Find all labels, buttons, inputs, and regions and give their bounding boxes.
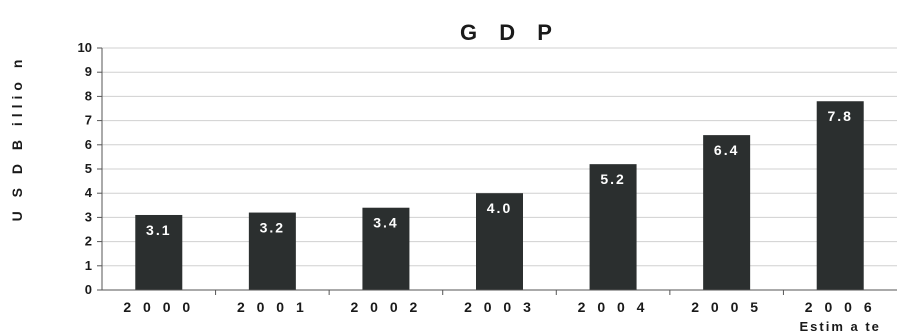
y-tick-label: 1 bbox=[85, 258, 92, 273]
y-tick-label: 3 bbox=[85, 209, 92, 224]
y-tick-label: 2 bbox=[85, 234, 92, 249]
x-tick-label: 2 0 0 2 bbox=[351, 299, 422, 315]
y-tick-label: 6 bbox=[85, 137, 92, 152]
bar bbox=[817, 101, 864, 290]
y-tick-label: 8 bbox=[85, 88, 92, 103]
y-tick-label: 0 bbox=[85, 282, 92, 297]
y-tick-label: 4 bbox=[85, 185, 93, 200]
data-label: 3.2 bbox=[260, 220, 285, 236]
bars bbox=[135, 101, 863, 290]
data-label: 4.0 bbox=[487, 200, 512, 216]
y-tick-label: 7 bbox=[85, 113, 92, 128]
bar bbox=[703, 135, 750, 290]
y-axis-label: U S D B illio n bbox=[9, 55, 25, 222]
data-label: 5.2 bbox=[600, 171, 625, 187]
y-tick-label: 10 bbox=[78, 40, 92, 55]
x-axis-ticks: 2 0 0 0 2 0 0 1 2 0 0 2 2 0 0 3 2 0 0 4 2 0 0… bbox=[123, 290, 881, 334]
data-label: 7.8 bbox=[827, 108, 852, 124]
x-tick-label: 2 0 0 4 bbox=[578, 299, 649, 315]
chart-title: G D P bbox=[460, 20, 560, 45]
x-tick-label: 2 0 0 1 bbox=[237, 299, 308, 315]
x-tick-label: 2 0 0 3 bbox=[464, 299, 535, 315]
x-tick-label: 2 0 0 0 bbox=[123, 299, 194, 315]
y-axis-ticks: 0 1 2 3 4 5 6 7 8 9 10 bbox=[78, 40, 102, 297]
y-tick-label: 5 bbox=[85, 161, 92, 176]
data-label: 3.4 bbox=[373, 215, 398, 231]
x-tick-label: 2 0 0 5 bbox=[691, 299, 762, 315]
x-tick-label: 2 0 0 6 bbox=[805, 299, 876, 315]
data-label: 6.4 bbox=[714, 142, 739, 158]
y-tick-label: 9 bbox=[85, 64, 92, 79]
data-label: 3.1 bbox=[146, 222, 171, 238]
x-tick-sublabel: Estim a te bbox=[800, 319, 881, 334]
